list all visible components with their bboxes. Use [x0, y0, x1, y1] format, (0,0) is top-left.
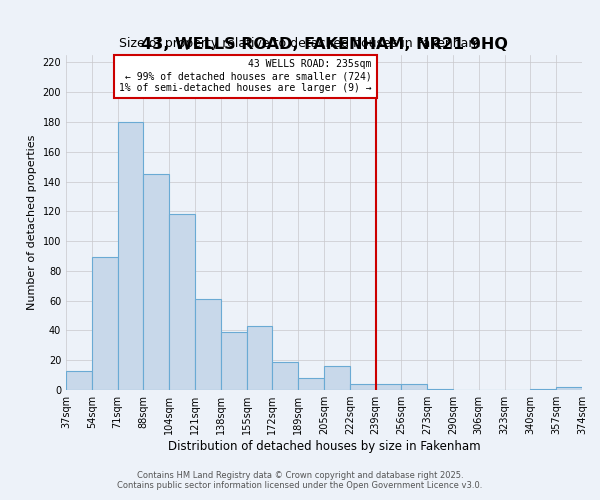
Text: Size of property relative to detached houses in Fakenham: Size of property relative to detached ho… — [119, 38, 481, 51]
Bar — [195, 299, 221, 390]
Bar — [556, 387, 582, 390]
Text: 43 WELLS ROAD: 235sqm
← 99% of detached houses are smaller (724)
1% of semi-deta: 43 WELLS ROAD: 235sqm ← 99% of detached … — [119, 60, 372, 92]
Bar — [221, 332, 247, 390]
X-axis label: Distribution of detached houses by size in Fakenham: Distribution of detached houses by size … — [167, 440, 481, 453]
Bar — [272, 362, 298, 390]
Text: Contains HM Land Registry data © Crown copyright and database right 2025.
Contai: Contains HM Land Registry data © Crown c… — [118, 470, 482, 490]
Y-axis label: Number of detached properties: Number of detached properties — [27, 135, 37, 310]
Bar — [298, 378, 324, 390]
Bar — [427, 388, 453, 390]
Bar — [530, 388, 556, 390]
Title: 43, WELLS ROAD, FAKENHAM, NR21 9HQ: 43, WELLS ROAD, FAKENHAM, NR21 9HQ — [140, 38, 508, 52]
Bar — [118, 122, 143, 390]
Bar — [247, 326, 272, 390]
Bar — [169, 214, 195, 390]
Bar — [350, 384, 376, 390]
Bar — [143, 174, 169, 390]
Bar — [66, 370, 92, 390]
Bar — [376, 384, 401, 390]
Bar — [92, 258, 118, 390]
Bar — [401, 384, 427, 390]
Bar — [324, 366, 350, 390]
